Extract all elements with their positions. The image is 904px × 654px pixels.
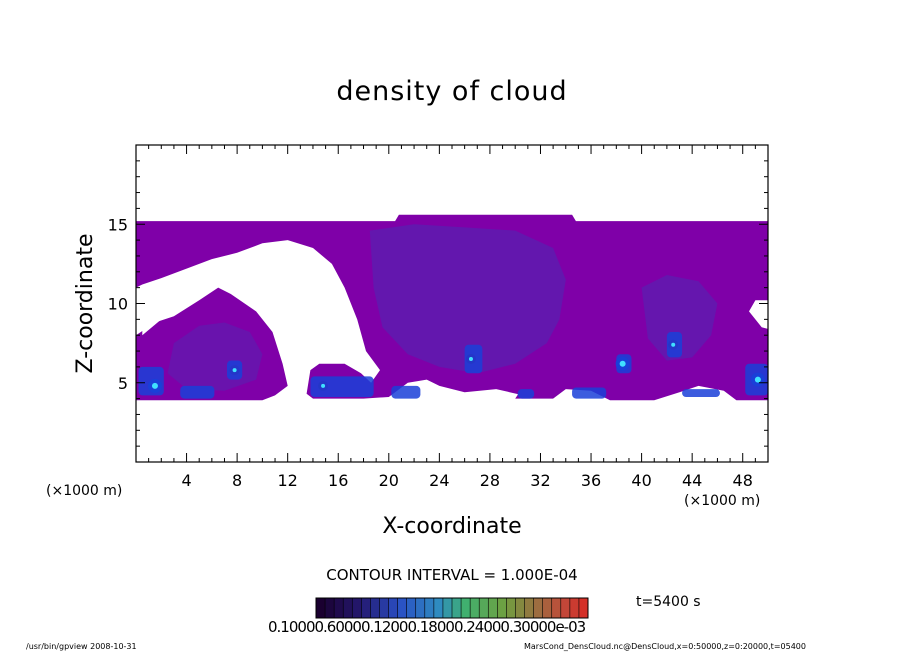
time-label: t=5400 s [636,594,701,610]
density-patch [180,385,215,399]
cloud-core-right [641,275,718,361]
y-tick-label: 15 [108,215,128,234]
colorbar-cell [325,598,335,618]
colorbar-cell [452,598,462,618]
colorbar-cell [461,598,471,618]
colorbar-cell [433,598,444,618]
density-peak-center-1 [232,368,237,373]
colorbar-cell [316,598,326,618]
colorbar-cell [578,598,589,618]
colorbar-cell [479,598,489,618]
colorbar-cell [424,598,435,618]
colorbar-cell [370,598,380,618]
x-tick-label: 44 [682,471,702,490]
x-tick-label: 24 [429,471,449,490]
footer-right: MarsCond_DensCloud.nc@DensCloud,x=0:5000… [524,642,806,651]
x-tick-label: 12 [278,471,298,490]
x-tick-label: 20 [379,471,399,490]
colorbar-cell [406,598,417,618]
colorbar-cell [379,598,390,618]
y-axis-label: Z-coordinate [73,234,98,374]
x-tick-label: 4 [181,471,191,490]
density-peak-center-4 [619,360,626,367]
footer-left: /usr/bin/gpview 2008-10-31 [26,642,137,651]
colorbar-cell [488,598,498,618]
clear-arch-left [142,249,324,399]
x-axis-label: X-coordinate [382,514,522,539]
chart-title: density of cloud [336,76,568,107]
colorbar-cell [542,598,553,618]
colorbar-cell [506,598,516,618]
x-tick-label: 8 [232,471,242,490]
density-patch [682,389,720,398]
colorbar-cell [551,598,562,618]
colorbar-cell [524,598,535,618]
colorbar-cell [515,598,526,618]
colorbar-cell [397,598,408,618]
x-tick-label: 32 [530,471,550,490]
colorbar-cell [352,598,362,618]
density-patch [310,376,374,398]
x-tick-label: 40 [631,471,651,490]
colorbar-cell [497,598,507,618]
colorbar-tick-labels: 0.10000.60000.12000.18000.24000.30000e-0… [268,618,586,636]
x-tick-label: 36 [581,471,601,490]
x-unit-left: (×1000 m) [46,483,123,499]
y-tick-label: 10 [108,295,128,314]
colorbar-cell [388,598,399,618]
colorbar-cell [442,598,453,618]
density-peak-center-2 [321,383,326,388]
density-patch [572,387,607,399]
density-peak-center-6 [754,376,761,383]
colorbar-cell [560,598,571,618]
colorbar-cell [343,598,353,618]
colorbar-cell [533,598,544,618]
density-patch [391,385,421,399]
colorbar-cell [334,598,344,618]
colorbar-cell [569,598,580,618]
x-unit-right: (×1000 m) [684,493,761,509]
cloud-field [136,214,768,401]
density-peak-center-0 [151,382,158,389]
colorbar-cell [361,598,371,618]
density-patch [517,389,535,399]
cloud-core-center [369,224,566,374]
x-tick-label: 28 [480,471,500,490]
contour-interval: CONTOUR INTERVAL = 1.000E-04 [326,566,578,584]
density-peak-center-3 [468,356,473,361]
colorbar-cell [470,598,480,618]
x-tick-label: 16 [328,471,348,490]
colorbar-frame [315,597,589,619]
y-tick-label: 5 [118,374,128,393]
density-peak-center-5 [671,342,676,347]
colorbar-cell [415,598,426,618]
x-tick-label: 48 [733,471,753,490]
